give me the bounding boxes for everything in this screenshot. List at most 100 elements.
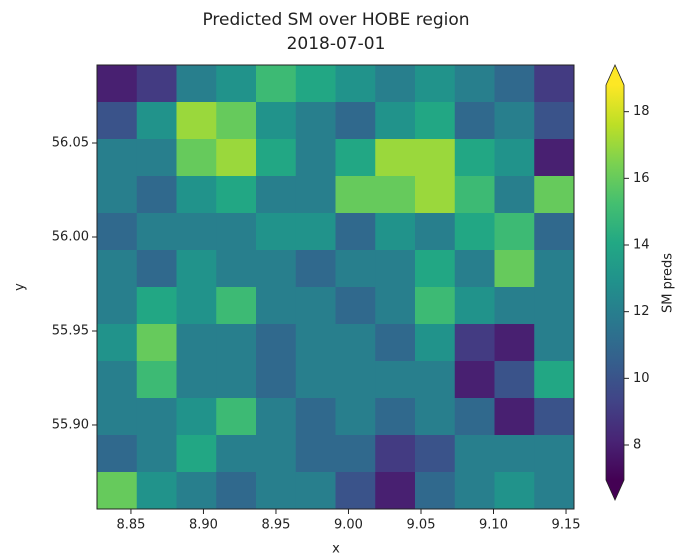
heatmap-cell [534,398,574,436]
heatmap-cell [97,102,137,140]
heatmap-cell [97,213,137,251]
y-axis-label: y [13,283,28,291]
heatmap-cell [375,250,415,288]
heatmap-cell [455,324,495,362]
heatmap-cell [177,472,217,510]
heatmap-cell [375,65,415,103]
heatmap-cell [336,213,376,251]
heatmap-cell [177,139,217,177]
heatmap-cell [137,176,177,214]
x-tick-label: 8.90 [189,518,218,533]
heatmap-cell [336,250,376,288]
heatmap-cell [177,324,217,362]
heatmap-cell [296,176,336,214]
x-axis-label: x [332,542,340,557]
heatmap-cell [336,102,376,140]
heatmap-cell [336,139,376,177]
heatmap-cell [296,361,336,399]
heatmap-cell [375,361,415,399]
heatmap-cell [495,250,535,288]
heatmap-cell [216,472,256,510]
heatmap-cell [455,139,495,177]
heatmap-cell [177,398,217,436]
heatmap-cell [336,176,376,214]
y-tick-label: 56.00 [52,229,89,244]
x-tick-label: 8.85 [116,518,145,533]
heatmap-cell [534,324,574,362]
heatmap-cell [137,361,177,399]
heatmap-cell [137,250,177,288]
y-tick-label: 55.90 [52,417,89,432]
heatmap-cell [415,213,455,251]
heatmap-cell [97,435,137,473]
heatmap-cell [177,102,217,140]
heatmap-cell [375,102,415,140]
heatmap-cell [455,472,495,510]
heatmap-cell [495,472,535,510]
colorbar [606,85,624,480]
colorbar-extend-min [606,480,624,500]
heatmap-cell [256,65,296,103]
heatmap-cell [216,361,256,399]
heatmap-cell [495,176,535,214]
heatmap-cell [97,324,137,362]
chart-subtitle: 2018-07-01 [287,34,386,54]
heatmap-cell [97,361,137,399]
chart-title: Predicted SM over HOBE region [202,10,469,30]
heatmap-cell [534,176,574,214]
heatmap-cell [256,139,296,177]
y-tick-label: 56.05 [52,136,89,151]
heatmap-cell [336,287,376,325]
x-tick-label: 9.00 [334,518,363,533]
heatmap-cell [336,435,376,473]
heatmap-cell [256,176,296,214]
heatmap-cell [415,139,455,177]
heatmap-cell [455,102,495,140]
colorbar-label: SM preds [661,253,676,313]
heatmap-cell [177,361,217,399]
heatmap-cell [495,287,535,325]
heatmap-cell [375,398,415,436]
heatmap-cell [534,287,574,325]
heatmap-cell [97,398,137,436]
heatmap-cell [375,139,415,177]
heatmap-cell [216,213,256,251]
colorbar-tick-label: 16 [633,171,650,186]
heatmap-cell [256,361,296,399]
heatmap-cell [137,65,177,103]
colorbar-tick-label: 12 [633,304,650,319]
heatmap-cell [216,65,256,103]
heatmap-cell [177,287,217,325]
heatmap-cell [97,472,137,510]
x-tick-label: 9.15 [552,518,581,533]
heatmap-cell [97,250,137,288]
heatmap-cell [415,361,455,399]
heatmap-cell [296,102,336,140]
heatmap-cell [455,287,495,325]
heatmap-cell [137,287,177,325]
heatmap-cell [534,361,574,399]
heatmap-cell [375,324,415,362]
x-tick-label: 9.10 [479,518,508,533]
heatmap-cell [296,472,336,510]
heatmap-cell [455,176,495,214]
heatmap-cell [455,435,495,473]
heatmap-cell [137,398,177,436]
heatmap-cell [415,102,455,140]
heatmap-cell [415,65,455,103]
heatmap-cell [296,324,336,362]
heatmap-cell [534,65,574,103]
heatmap-cell [495,139,535,177]
heatmap-cell [216,435,256,473]
heatmap-cell [216,102,256,140]
x-tick-label: 9.05 [407,518,436,533]
heatmap-cell [375,472,415,510]
heatmap-cell [495,324,535,362]
heatmap-cell [534,213,574,251]
heatmap-cell [137,213,177,251]
heatmap-cell [296,213,336,251]
heatmap-cell [256,398,296,436]
heatmap-cell [534,435,574,473]
heatmap-cell [256,472,296,510]
chart: Predicted SM over HOBE region 2018-07-01… [0,0,680,557]
